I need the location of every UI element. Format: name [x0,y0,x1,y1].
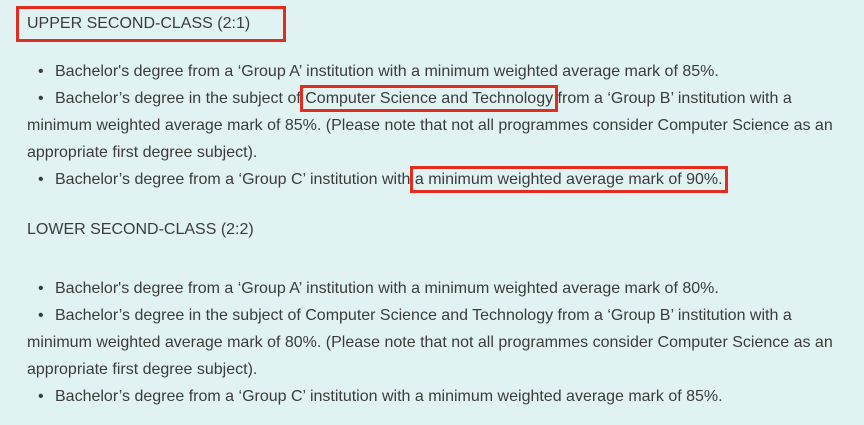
bullet-icon: • [38,280,44,297]
text-segment: Bachelor’s degree from a ‘Group C’ insti… [55,171,415,188]
text-segment: minimum weighted average mark of 80%. (P… [27,334,833,351]
bullet-icon: • [38,90,44,107]
annotation-box-text: a minimum weighted average mark of 90%. [409,166,728,193]
bullet-item-line: • Bachelor’s degree from a ‘Group C’ inst… [27,166,840,193]
section-lower-second-class: LOWER SECOND-CLASS (2:2) • Bachelor's degr… [27,216,840,410]
bullet-continuation-line: appropriate first degree subject). [27,356,840,383]
bullet-list: • Bachelor's degree from a ‘Group A’ inst… [27,275,840,410]
text-segment: appropriate first degree subject). [27,144,258,161]
bullet-continuation-line: appropriate first degree subject). [27,139,840,166]
bullet-icon: • [38,307,44,324]
section-upper-second-class: UPPER SECOND-CLASS (2:1) • Bachelor's degr… [16,6,840,193]
bullet-icon: • [38,388,44,405]
section-heading: UPPER SECOND-CLASS (2:1) [16,6,840,42]
bullet-item-line: • Bachelor’s degree in the subject of Com… [27,85,840,112]
bullet-item-line: • Bachelor’s degree in the subject of Com… [27,302,840,329]
text-segment: from a ‘Group B’ institution with a [553,90,792,107]
text-segment: Bachelor’s degree in the subject of [55,90,306,107]
bullet-item-line: • Bachelor's degree from a ‘Group A’ inst… [27,58,840,85]
text-segment: Bachelor’s degree from a ‘Group C’ insti… [55,388,723,405]
bullet-continuation-line: minimum weighted average mark of 85%. (P… [27,112,840,139]
text-segment: Bachelor's degree from a ‘Group A’ insti… [55,280,719,297]
text-segment: minimum weighted average mark of 85%. (P… [27,117,833,134]
bullet-item-line: • Bachelor's degree from a ‘Group A’ inst… [27,275,840,302]
content: UPPER SECOND-CLASS (2:1) • Bachelor's degr… [16,6,840,410]
section-heading: LOWER SECOND-CLASS (2:2) [27,216,840,243]
heading-text: LOWER SECOND-CLASS (2:2) [27,221,254,238]
bullet-icon: • [38,63,44,80]
text-segment: appropriate first degree subject). [27,361,258,378]
bullet-item-line: • Bachelor’s degree from a ‘Group C’ inst… [27,383,840,410]
text-segment: Bachelor's degree from a ‘Group A’ insti… [55,63,719,80]
text-segment: Bachelor’s degree in the subject of Comp… [55,307,792,324]
bullet-icon: • [38,171,44,188]
annotation-box-heading: UPPER SECOND-CLASS (2:1) [16,6,287,42]
annotation-box-text: Computer Science and Technology [300,85,559,112]
bullet-list: • Bachelor's degree from a ‘Group A’ inst… [27,58,840,193]
bullet-continuation-line: minimum weighted average mark of 80%. (P… [27,329,840,356]
